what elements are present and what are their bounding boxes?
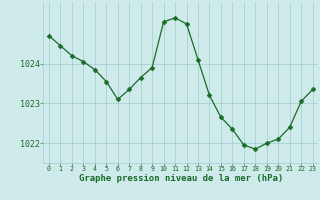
X-axis label: Graphe pression niveau de la mer (hPa): Graphe pression niveau de la mer (hPa) — [79, 174, 283, 183]
